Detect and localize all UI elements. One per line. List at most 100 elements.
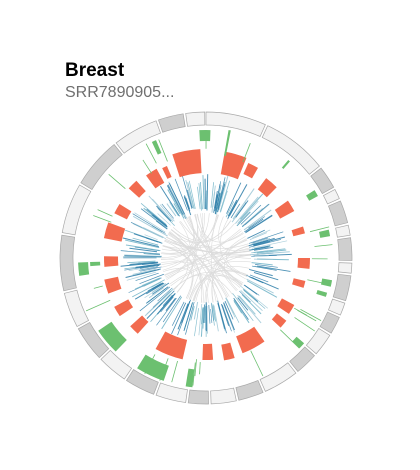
fusion-spike [190,306,195,321]
fusion-spike [185,179,194,209]
fusion-spike [210,309,213,323]
fusion-spike [248,231,284,244]
fusion-spike [142,227,164,238]
ideogram-segment [63,289,90,328]
fusion-spike [159,204,175,222]
expression-tick [300,309,322,321]
expression-tick [242,143,251,163]
fusion-spike [145,286,169,304]
fusion-spike [238,295,256,315]
expression-bar [185,368,195,388]
ideogram-segment [327,200,349,227]
fusion-spike [173,203,181,214]
fusion-spike [162,295,182,323]
ideogram-segment [59,234,77,292]
fusion-spike [120,262,159,267]
fusion-spike [220,190,228,213]
ideogram-segment [305,327,331,355]
fusion-link-track [120,174,292,337]
expression-tick [250,350,264,377]
ideogram-segment [289,346,315,372]
inner-link [206,255,251,304]
fusion-spike [244,218,264,233]
cnv-block [114,299,134,317]
fusion-spike [214,181,222,211]
fusion-spike [144,288,174,317]
fusion-spike [157,207,175,226]
fusion-spike [198,303,203,336]
fusion-spike [157,287,173,302]
fusion-spike [249,232,268,241]
ideogram-segment [158,113,186,133]
inner-link [204,238,247,303]
fusion-spike [139,264,160,269]
fusion-spike [148,287,164,299]
fusion-spike [239,290,251,303]
fusion-spike [219,180,230,212]
fusion-spike [243,290,266,309]
fusion-spike [214,194,218,209]
fusion-spike [160,185,180,217]
fusion-spike [152,282,164,290]
cnv-block [277,298,295,314]
cnv-block [155,331,188,360]
expression-tick [144,354,156,374]
fusion-spike [245,214,273,233]
fusion-spike [161,293,172,304]
fusion-spike [134,277,161,290]
ideogram-segment [319,311,340,334]
inner-link [170,223,235,243]
fusion-spike [184,195,191,212]
fusion-spike [171,205,179,217]
fusion-spike [253,236,286,246]
inner-link [162,214,219,249]
fusion-spike [188,180,196,209]
expression-tick [194,359,197,377]
fusion-spike [214,192,221,215]
fusion-spike [152,282,170,295]
fusion-spike [237,294,262,324]
expression-tick [280,329,300,349]
fusion-spike [140,203,167,225]
fusion-spike [248,237,275,247]
ideogram-segment [337,237,353,261]
fusion-spike [254,255,269,257]
ideogram-segment [335,224,351,238]
cnv-block [236,326,265,354]
fusion-spike [160,296,174,313]
expression-tick [142,159,152,174]
fusion-spike [251,265,277,271]
fusion-spike [146,282,165,295]
fusion-spike [193,301,199,320]
fusion-spike [229,184,248,216]
fusion-spike [183,196,192,216]
fusion-spike [161,296,183,330]
expression-tick [158,139,168,162]
fusion-spike [120,250,160,255]
ideogram-segment [322,188,340,205]
expression-bar [319,229,331,238]
inner-link [162,245,203,303]
expression-bar [320,278,333,287]
fusion-spike [128,265,158,271]
cnv-block [220,151,247,180]
fusion-spike [125,244,161,252]
inner-link [161,214,198,255]
cnv-block [104,276,122,294]
fusion-spike [253,248,286,253]
fusion-spike [232,188,255,220]
fusion-spike [217,177,226,209]
fusion-spike [124,255,162,258]
inner-link [160,213,210,258]
fusion-spike [182,175,193,209]
inner-link [223,244,250,291]
fusion-spike [241,207,263,227]
fusion-spike [232,293,254,322]
fusion-spike [233,301,243,314]
fusion-spike [249,246,269,251]
ideogram-segment [310,167,335,194]
fusion-spike [242,288,255,299]
cnv-block [172,149,202,178]
ideogram-segment [115,120,161,154]
